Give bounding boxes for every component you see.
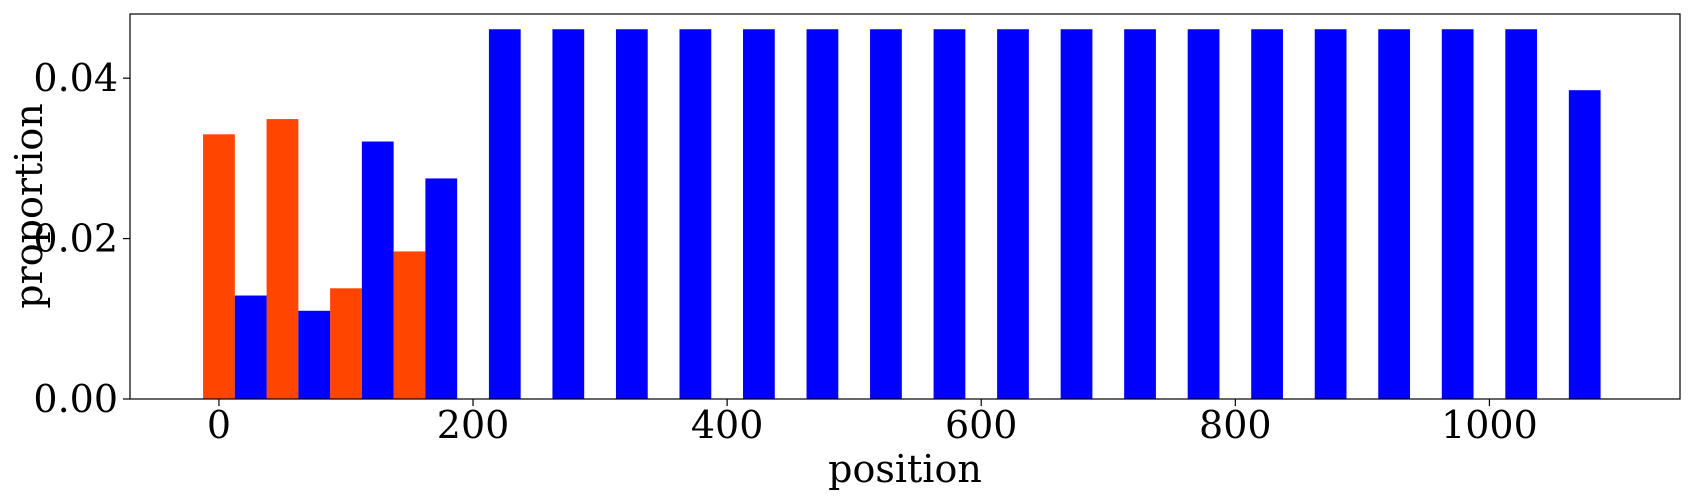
bar-series2-9 — [806, 29, 839, 399]
bar-series2-20 — [1505, 29, 1538, 399]
bar-series1-3 — [393, 251, 426, 399]
bar-series2-8 — [743, 29, 775, 399]
bar-series2-3 — [425, 178, 458, 399]
y-tick-label: 0.02 — [33, 217, 118, 261]
y-tick-label: 0.00 — [33, 377, 118, 421]
bar-series2-19 — [1441, 29, 1474, 399]
bar-series2-17 — [1314, 29, 1347, 399]
bar-series2-18 — [1378, 29, 1411, 399]
x-axis-label: position — [828, 447, 982, 491]
x-axis-ticks: 0 200 400 600 800 1000 — [207, 399, 1538, 447]
bar-series1-2 — [330, 288, 362, 399]
bar-series2-10 — [870, 29, 902, 399]
bar-series2-4 — [488, 29, 521, 399]
bars-group — [203, 29, 1601, 400]
bar-series2-11 — [933, 29, 966, 399]
x-tick-label: 0 — [207, 403, 231, 447]
y-axis-label: proportion — [7, 103, 51, 309]
x-tick-label: 600 — [945, 403, 1018, 447]
bar-series2-5 — [552, 29, 585, 399]
plot-frame — [129, 13, 1681, 400]
x-tick-label: 1000 — [1441, 403, 1538, 447]
bar-series2-14 — [1124, 29, 1156, 399]
bar-series2-21 — [1568, 90, 1601, 400]
bar-series2-6 — [615, 29, 648, 399]
y-tick-label: 0.04 — [33, 56, 118, 100]
x-tick-label: 400 — [691, 403, 764, 447]
bar-series2-13 — [1060, 29, 1093, 399]
x-tick-label: 800 — [1199, 403, 1272, 447]
bar-series2-1 — [298, 310, 331, 399]
bar-series2-15 — [1187, 29, 1220, 399]
bar-series2-0 — [234, 295, 267, 399]
x-tick-label: 200 — [437, 403, 510, 447]
bar-series2-2 — [361, 141, 394, 399]
bar-series2-12 — [997, 29, 1029, 399]
bar-series2-16 — [1251, 29, 1283, 399]
bar-series1-0 — [203, 134, 235, 399]
y-axis-ticks: 0.00 0.02 0.04 — [33, 56, 130, 421]
bar-series2-7 — [679, 29, 712, 399]
bar-series1-1 — [266, 119, 299, 400]
